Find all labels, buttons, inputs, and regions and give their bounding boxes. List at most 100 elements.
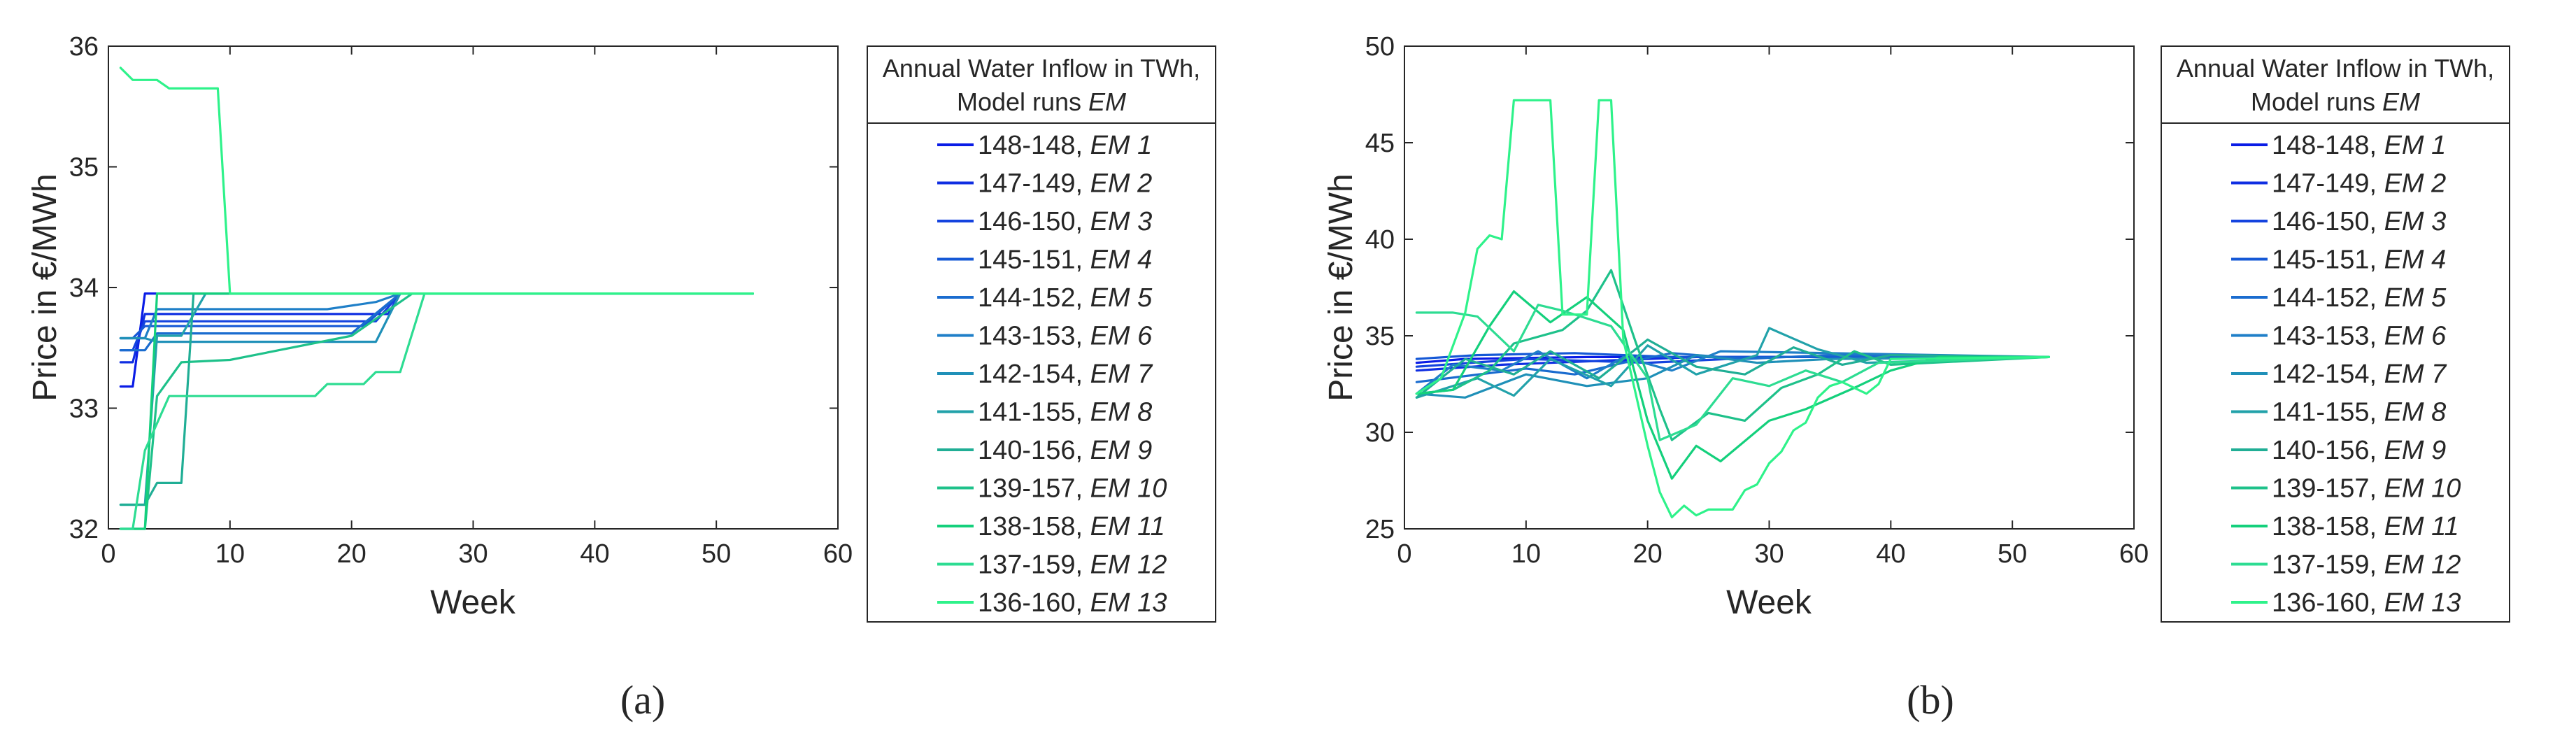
legend-entry-range: 138-158, [2272,512,2384,541]
legend-entry-range: 139-157, [978,474,1090,504]
legend-entry-range: 143-153, [978,322,1090,351]
legend-entry-5-b: 144-152, EM 5 [2272,283,2447,313]
legend-entry-model: EM 2 [1090,169,1153,199]
legend-entry-model: EM 9 [1090,436,1153,465]
y-axis-label-a: Price in €/MWh [27,173,64,401]
legend-entry-1-b: 148-148, EM 1 [2272,131,2446,160]
legend-entry-6-a: 143-153, EM 6 [978,322,1153,351]
legend-entry-range: 147-149, [2272,169,2384,199]
legend-entry-8-a: 141-155, EM 8 [978,398,1152,427]
series-a [119,66,754,530]
legend-entry-model: EM 1 [1090,131,1153,160]
legend-entry-range: 145-151, [978,246,1090,275]
legend-subtitle-italic-b: EM [2382,87,2420,116]
legend-entry-12-b: 137-159, EM 12 [2272,551,2461,580]
x-tick-label-a: 40 [580,539,609,569]
legend-entry-model: EM 5 [1090,283,1153,313]
legend-entry-model: EM 13 [1090,588,1167,618]
x-tick-label-b: 30 [1754,539,1784,569]
legend-entry-2-b: 147-149, EM 2 [2272,169,2446,199]
series-line-6-b [1415,350,2050,395]
legend-entry-12-a: 137-159, EM 12 [978,551,1167,580]
x-tick-label-a: 10 [215,539,245,569]
series-line-12-b [1415,304,2050,441]
series-line-13-b [1415,99,2050,519]
legend-entry-model: EM 1 [2384,131,2447,160]
panel-label-a: (a) [620,677,665,723]
legend-entry-model: EM 4 [1090,246,1153,275]
legend-a: Annual Water Inflow in TWh, Model runs E… [867,45,1216,623]
series-line-13-a [119,66,754,295]
legend-entry-11-b: 138-158, EM 11 [2272,512,2459,541]
series-line-10-b [1415,269,2050,441]
legend-subtitle-prefix-b: Model runs [2251,87,2382,116]
legend-entry-range: 144-152, [2272,283,2384,313]
y-tick-label-a: 32 [69,515,99,544]
legend-entry-6-b: 143-153, EM 6 [2272,322,2447,351]
x-tick-label-b: 10 [1511,539,1541,569]
y-tick-label-b: 30 [1365,418,1395,448]
legend-entry-13-b: 136-160, EM 13 [2272,588,2461,618]
legend-title-b: Annual Water Inflow in TWh, [2177,54,2494,83]
legend-entry-range: 137-159, [978,551,1090,580]
ticks-b: 0 10 20 30 40 50 60 25 30 35 40 45 50 [1365,32,2149,569]
legend-entry-3-b: 146-150, EM 3 [2272,207,2446,236]
x-tick-label-a: 0 [101,539,115,569]
legend-entry-range: 147-149, [978,169,1090,199]
y-tick-label-a: 33 [69,395,99,424]
legend-entry-4-a: 145-151, EM 4 [978,246,1152,275]
x-axis-label-a: Week [430,584,516,621]
x-tick-label-a: 60 [823,539,853,569]
legend-box-a [867,45,1216,623]
plot-area-b [1404,45,2135,530]
legend-entry-13-a: 136-160, EM 13 [978,588,1167,618]
ticks-a: 0 10 20 30 40 50 60 32 33 34 35 36 [69,32,853,569]
panel-label-b: (b) [1907,677,1954,723]
legend-subtitle-a: Model runs EM [957,87,1126,116]
x-tick-label-a: 30 [458,539,488,569]
y-axis-label-b: Price in €/MWh [1323,173,1360,401]
y-tick-label-a: 34 [69,274,99,303]
legend-entry-range: 141-155, [2272,398,2384,427]
legend-entry-model: EM 9 [2384,436,2447,465]
x-tick-label-b: 40 [1876,539,1905,569]
legend-entry-range: 148-148, [2272,131,2384,160]
legend-entry-7-a: 142-154, EM 7 [978,360,1153,389]
legend-entry-10-b: 139-157, EM 10 [2272,474,2461,504]
legend-entry-model: EM 13 [2384,588,2461,618]
legend-entry-model: EM 8 [2384,398,2447,427]
legend-entry-range: 141-155, [978,398,1090,427]
legend-entry-model: EM 5 [2384,283,2447,313]
legend-entry-range: 145-151, [2272,246,2384,275]
legend-entry-10-a: 139-157, EM 10 [978,474,1167,504]
x-tick-label-a: 50 [702,539,731,569]
legend-entry-model: EM 3 [1090,207,1153,236]
legend-entry-model: EM 11 [1090,512,1165,541]
legend-entry-model: EM 6 [1090,322,1153,351]
legend-entry-model: EM 7 [2384,360,2448,389]
legend-entry-5-a: 144-152, EM 5 [978,283,1153,313]
legend-entry-model: EM 12 [2384,551,2461,580]
legend-entry-7-b: 142-154, EM 7 [2272,360,2447,389]
legend-subtitle-b: Model runs EM [2251,87,2420,116]
legend-entry-model: EM 7 [1090,360,1154,389]
legend-subtitle-italic-a: EM [1088,87,1126,116]
legend-entry-4-b: 145-151, EM 4 [2272,246,2446,275]
legend-box-b [2161,45,2510,623]
legend-b: Annual Water Inflow in TWh, Model runs E… [2161,45,2510,623]
legend-entry-range: 142-154, [2272,360,2384,389]
legend-entry-range: 148-148, [978,131,1090,160]
legend-entry-model: EM 4 [2384,246,2447,275]
legend-entry-range: 143-153, [2272,322,2384,351]
series-line-12-a [119,292,754,530]
y-tick-label-a: 35 [69,153,99,183]
plot-area-a [108,45,839,530]
legend-entry-9-b: 140-156, EM 9 [2272,436,2446,465]
legend-entry-range: 140-156, [978,436,1090,465]
legend-entry-range: 146-150, [2272,207,2384,236]
legend-entry-model: EM 10 [2384,474,2461,504]
legend-subtitle-prefix-a: Model runs [957,87,1088,116]
